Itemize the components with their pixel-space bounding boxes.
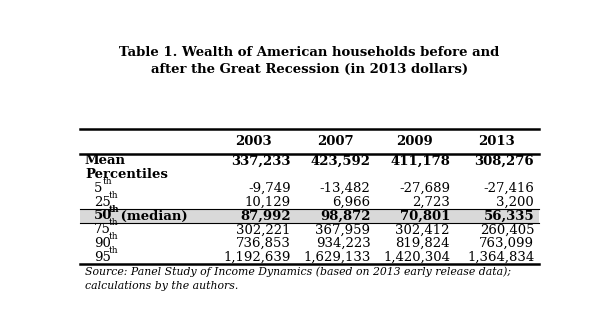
Text: 90: 90 [94,237,111,250]
Bar [80,209,539,223]
Text: 2009: 2009 [396,135,433,148]
Text: 6,966: 6,966 [332,196,370,209]
Text: -9,749: -9,749 [248,182,291,195]
Text: 3,200: 3,200 [496,196,535,209]
Text: 302,412: 302,412 [396,223,450,236]
Text: 56,335: 56,335 [484,210,535,223]
Text: th: th [108,191,118,200]
Text: 50: 50 [94,210,112,223]
Text: Source: Panel Study of Income Dynamics (based on 2013 early release data);
calcu: Source: Panel Study of Income Dynamics (… [85,267,511,290]
Text: Mean: Mean [85,154,126,167]
Text: 2013: 2013 [478,135,515,148]
Text: 2,723: 2,723 [412,196,450,209]
Text: th: th [109,204,120,213]
Text: th: th [108,246,118,255]
Text: 411,178: 411,178 [390,154,450,167]
Text: 10,129: 10,129 [245,196,291,209]
Text: 70,801: 70,801 [400,210,450,223]
Text: 308,276: 308,276 [475,154,535,167]
Text: 423,592: 423,592 [310,154,370,167]
Text: 1,192,639: 1,192,639 [223,251,291,264]
Text: th: th [108,232,118,241]
Text: 1,629,133: 1,629,133 [303,251,370,264]
Text: 763,099: 763,099 [479,237,535,250]
Text: 736,853: 736,853 [236,237,291,250]
Text: 2007: 2007 [317,135,353,148]
Text: 1,364,834: 1,364,834 [467,251,535,264]
Text: (median): (median) [118,210,187,223]
Text: 87,992: 87,992 [240,210,291,223]
Text: 934,223: 934,223 [316,237,370,250]
Text: -13,482: -13,482 [320,182,370,195]
Text: -27,689: -27,689 [399,182,450,195]
Text: 367,959: 367,959 [315,223,370,236]
Text: -27,416: -27,416 [483,182,535,195]
Text: 260,405: 260,405 [480,223,535,236]
Text: 25: 25 [94,196,111,209]
Text: 819,824: 819,824 [396,237,450,250]
Text: 95: 95 [94,251,111,264]
Text: Table 1. Wealth of American households before and
after the Great Recession (in : Table 1. Wealth of American households b… [120,46,500,76]
Text: 5: 5 [94,182,103,195]
Text: 1,420,304: 1,420,304 [383,251,450,264]
Text: 75: 75 [94,223,111,236]
Text: 337,233: 337,233 [231,154,291,167]
Text: th: th [103,177,112,186]
Text: 302,221: 302,221 [236,223,291,236]
Text: Percentiles: Percentiles [85,168,168,181]
Text: 2003: 2003 [235,135,272,148]
Text: th: th [108,218,118,227]
Text: 98,872: 98,872 [320,210,370,223]
